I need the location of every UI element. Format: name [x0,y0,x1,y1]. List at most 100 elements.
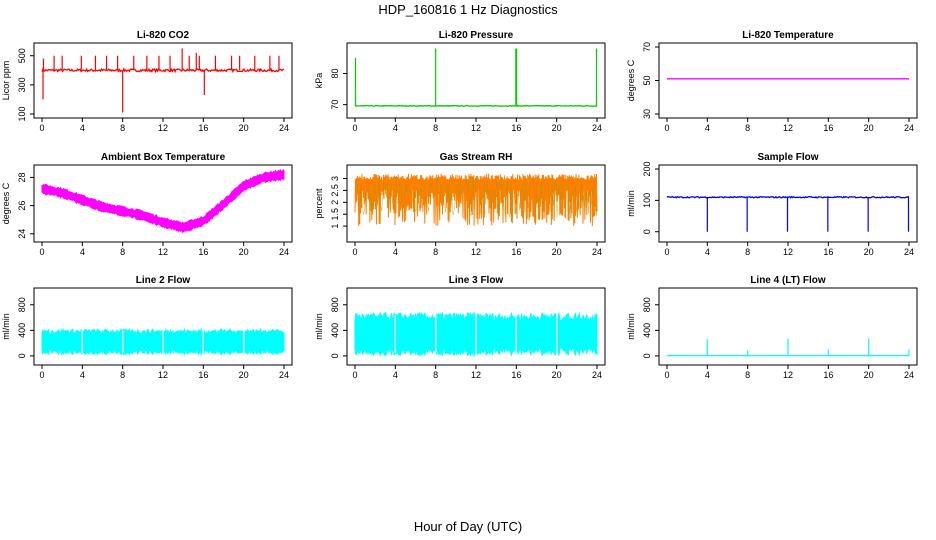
panel-2-x-tick-label: 24 [592,123,602,133]
panel-2: Li-820 Pressure kPa 0 4 8 12 16 20 24 70 80 [314,30,606,133]
panel-1-y-label: Licor ppm [1,61,11,101]
panel-5-x-tick-label: 4 [393,247,398,257]
panel-3-x-tick-label: 8 [745,123,750,133]
panel-3-x-tick-label: 4 [705,123,710,133]
panel-6-x-tick-label: 12 [783,247,793,257]
panel-6-x-tick-label: 0 [664,247,669,257]
panel-5-y-tick-label: 1.5 [330,208,340,221]
panel-1-x-tick-label: 12 [158,123,168,133]
panel-2-x-tick-label: 4 [393,123,398,133]
panel-6-x-tick-label: 20 [864,247,874,257]
panel-5-title: Gas Stream RH [440,152,513,163]
panel-7-x-tick-label: 20 [239,370,249,380]
panel-7-x-tick-label: 24 [279,370,289,380]
panel-7-title: Line 2 Flow [136,275,191,286]
panel-9-title: Line 4 (LT) Flow [750,275,826,286]
panel-4-y-label: degrees C [1,182,11,224]
panel-8-x-tick-label: 12 [471,370,481,380]
panel-4-y-tick-label: 26 [17,201,27,211]
panel-6-y-tick-label: 100 [642,193,652,208]
panel-6-x-tick-label: 8 [745,247,750,257]
panel-4-y-tick-label: 24 [17,229,27,239]
panel-4-x-tick-label: 24 [279,247,289,257]
panel-4-x-tick-label: 20 [239,247,249,257]
panel-9: Line 4 (LT) Flow ml/min 0 4 8 12 16 20 24 0 400 800 [626,275,918,380]
panel-4-band [41,169,285,233]
panel-9-y-tick-label: 400 [642,323,652,338]
panel-9-y-tick-label: 0 [642,353,652,358]
panel-7-x-tick-label: 12 [158,370,168,380]
panel-3-y-tick-label: 50 [642,75,652,85]
panel-7-y-tick-label: 800 [17,297,27,312]
panel-7-x-tick-label: 16 [198,370,208,380]
panel-1-x-tick-label: 0 [39,123,44,133]
panel-7-y-tick-label: 400 [17,323,27,338]
panel-2-series [354,104,598,108]
panel-1-x-tick-label: 20 [239,123,249,133]
panel-8-y-tick-label: 800 [330,297,340,312]
panel-3-title: Li-820 Temperature [742,30,834,41]
panel-4-x-tick-label: 4 [80,247,85,257]
panel-5-x-tick-label: 24 [592,247,602,257]
panel-6-y-tick-label: 200 [642,161,652,176]
panel-9-x-tick-label: 0 [664,370,669,380]
panel-1-x-tick-label: 16 [198,123,208,133]
panel-1-title: Li-820 CO2 [137,30,190,41]
panel-8-x-tick-label: 0 [352,370,357,380]
panel-9-y-tick-label: 800 [642,297,652,312]
panel-4-x-tick-label: 0 [39,247,44,257]
panel-3-x-tick-label: 16 [823,123,833,133]
panel-8-title: Line 3 Flow [449,275,504,286]
panel-4-x-tick-label: 12 [158,247,168,257]
panel-3-x-tick-label: 24 [904,123,914,133]
panel-8-x-tick-label: 4 [393,370,398,380]
panel-8-y-tick-label: 400 [330,323,340,338]
panel-6-title: Sample Flow [757,152,818,163]
panel-1-x-tick-label: 24 [279,123,289,133]
panel-3-x-tick-label: 0 [664,123,669,133]
figure-title: HDP_160816 1 Hz Diagnostics [378,2,558,17]
figure-x-axis-title: Hour of Day (UTC) [414,519,522,534]
panel-4-x-tick-label: 8 [120,247,125,257]
panel-3-y-tick-label: 30 [642,109,652,119]
panel-2-y-tick-label: 80 [330,68,340,78]
panel-7-x-tick-label: 0 [39,370,44,380]
panel-2-x-tick-label: 12 [471,123,481,133]
panel-8-x-tick-label: 20 [552,370,562,380]
panel-2-x-tick-label: 20 [552,123,562,133]
panel-5-series [354,173,598,227]
panel-6-x-tick-label: 16 [823,247,833,257]
panel-4: Ambient Box Temperature degrees C 0 4 8 12 16 2… [1,152,293,257]
panel-6: Sample Flow ml/min 0 4 8 12 16 20 24 0 100 200 [626,152,918,257]
panel-9-x-tick-label: 20 [864,370,874,380]
panel-1-series [41,67,285,74]
panel-8-y-tick-label: 0 [330,353,340,358]
panel-8-y-label: ml/min [314,313,324,340]
panel-1-y-tick-label: 300 [17,77,27,92]
panel-1-frame [33,42,293,119]
panel-8-x-tick-label: 16 [511,370,521,380]
panel-4-y-tick-label: 28 [17,172,27,182]
panel-3: Li-820 Temperature degrees C 0 4 8 12 16 20 24 30… [626,30,918,133]
panel-8-x-tick-label: 8 [433,370,438,380]
panel-3-x-tick-label: 12 [783,123,793,133]
panel-2-x-tick-label: 16 [511,123,521,133]
panel-7-y-label: ml/min [1,313,11,340]
panel-8-x-tick-label: 24 [592,370,602,380]
panel-1: Li-820 CO2 Licor ppm 0 4 8 12 16 20 24 100 300 500 [1,30,293,133]
panel-7: Line 2 Flow ml/min 0 4 8 12 16 20 24 0 400 800 [1,275,293,380]
panel-5-x-tick-label: 0 [352,247,357,257]
panel-3-x-tick-label: 20 [864,123,874,133]
panel-2-x-tick-label: 0 [352,123,357,133]
panel-9-x-tick-label: 8 [745,370,750,380]
panel-9-y-label: ml/min [626,313,636,340]
panel-9-x-tick-label: 16 [823,370,833,380]
panel-5-x-tick-label: 8 [433,247,438,257]
panel-9-x-tick-label: 12 [783,370,793,380]
panel-3-y-tick-label: 70 [642,42,652,52]
panel-1-y-tick-label: 100 [17,106,27,121]
panel-5-y-label: percent [314,188,324,219]
panel-5-y-tick-label: 1 [330,224,340,229]
